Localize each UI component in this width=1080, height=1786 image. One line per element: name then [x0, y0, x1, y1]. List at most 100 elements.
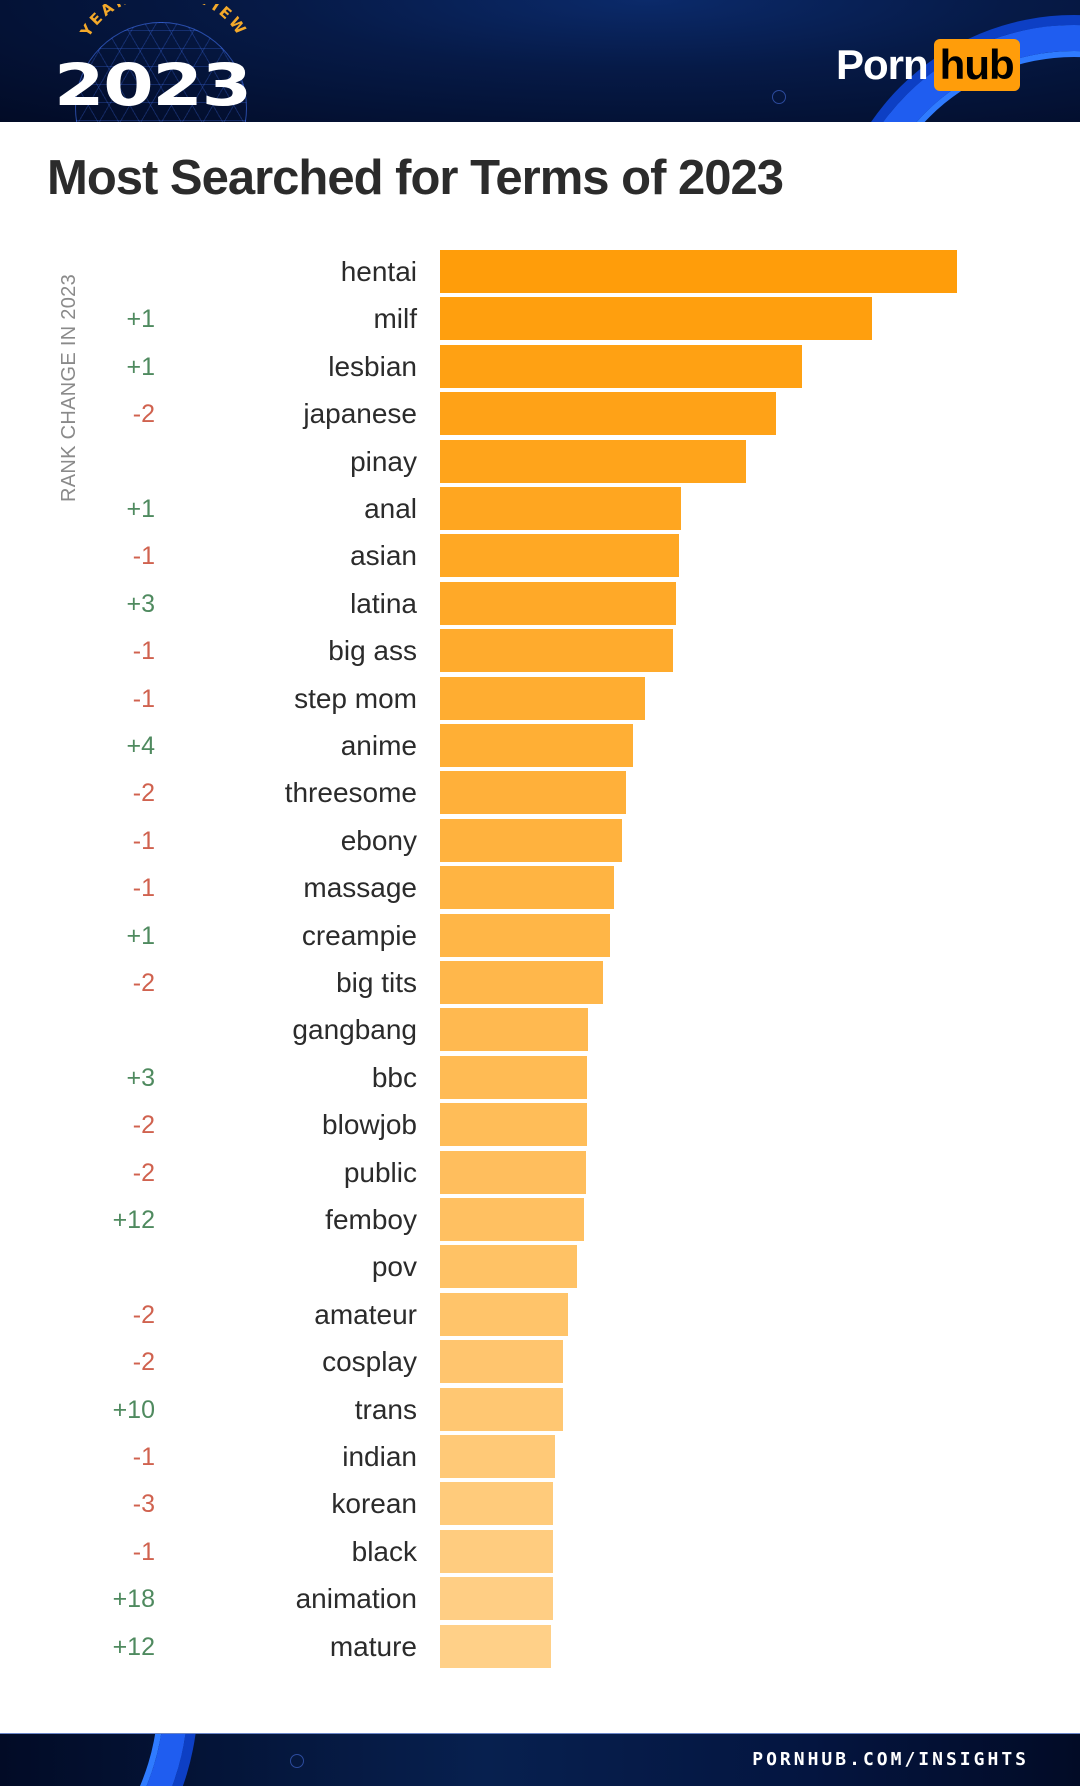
bar	[440, 1198, 584, 1241]
rank-change-value: -2	[132, 779, 155, 808]
rank-change-value: -2	[132, 400, 155, 429]
bar	[440, 1103, 587, 1147]
badge-top-text: YEAR IN REVIEW	[76, 4, 248, 41]
chart-row: -1 indian	[0, 1435, 1080, 1479]
search-term-label: mature	[329, 1630, 417, 1662]
rank-change-value: -1	[132, 684, 155, 713]
rank-change-value: +1	[126, 921, 155, 950]
chart-row: +3 latina	[0, 581, 1080, 626]
rank-change-value: -2	[132, 1111, 155, 1140]
chart-row: -1 big ass	[0, 629, 1080, 673]
brand-logo: Porn hub	[836, 39, 1020, 91]
search-term-label: cosplay	[322, 1346, 417, 1378]
search-term-label: creampie	[301, 919, 417, 951]
search-term-label: threesome	[284, 777, 417, 809]
rank-change-value: +1	[126, 352, 155, 381]
rank-change-value: -2	[132, 1158, 155, 1187]
bar	[440, 1482, 553, 1526]
logo-text-right: hub	[933, 39, 1020, 91]
chart-row: -1 black	[0, 1529, 1080, 1574]
search-term-label: femboy	[325, 1204, 417, 1235]
search-term-label: public	[343, 1156, 417, 1188]
bar	[440, 297, 872, 341]
rank-change-value: -2	[132, 1348, 155, 1377]
search-term-label: black	[351, 1535, 417, 1567]
rank-change-value: +12	[112, 1632, 155, 1661]
rank-change-value: -1	[132, 637, 155, 666]
bar	[440, 250, 957, 293]
rank-change-value: +10	[112, 1395, 155, 1424]
footer-banner: PORNHUB.COM/INSIGHTS	[0, 1733, 1080, 1786]
rank-change-value: -2	[132, 969, 155, 997]
search-term-label: bbc	[371, 1061, 417, 1093]
rank-change-value: +3	[126, 589, 155, 618]
rank-change-value: -1	[132, 542, 155, 571]
bar	[440, 1435, 555, 1478]
chart-row: +4 anime	[0, 724, 1080, 768]
bar	[440, 487, 681, 530]
chart-row: pov	[0, 1245, 1080, 1289]
bar	[440, 629, 673, 673]
rank-change-value: -3	[132, 1490, 155, 1519]
bar	[440, 1055, 587, 1099]
bar	[440, 913, 610, 957]
search-term-label: trans	[354, 1393, 417, 1425]
bar	[440, 1387, 563, 1431]
header-banner: YEAR IN REVIEW 2023 Porn hub	[0, 0, 1080, 122]
bar	[440, 1150, 586, 1194]
chart-row: pinay	[0, 439, 1080, 484]
chart-row: hentai	[0, 250, 1080, 294]
search-term-label: asian	[350, 540, 417, 572]
bar	[440, 1292, 568, 1336]
search-term-label: latina	[350, 587, 417, 619]
bar	[440, 771, 626, 815]
chart-row: -2 cosplay	[0, 1340, 1080, 1384]
search-term-label: step mom	[294, 682, 417, 714]
decor-circle	[772, 90, 786, 104]
chart-row: +10 trans	[0, 1387, 1080, 1432]
search-term-label: amateur	[314, 1298, 417, 1330]
bar	[440, 392, 776, 436]
rank-change-value: +1	[126, 495, 155, 523]
chart-row: +1 milf	[0, 297, 1080, 341]
bar	[440, 1624, 551, 1668]
bar	[440, 818, 622, 862]
rank-change-value: +4	[126, 732, 155, 760]
rank-change-value: +3	[126, 1063, 155, 1092]
bar	[440, 344, 802, 388]
search-term-label: massage	[303, 872, 417, 904]
chart-row: +18 animation	[0, 1577, 1080, 1621]
chart-row: -2 public	[0, 1150, 1080, 1195]
bar	[440, 1529, 553, 1573]
search-term-label: big tits	[336, 967, 417, 998]
search-term-label: pinay	[350, 445, 417, 477]
search-term-label: pov	[371, 1251, 417, 1283]
search-term-label: korean	[331, 1488, 417, 1520]
chart-row: -1 step mom	[0, 676, 1080, 721]
search-term-label: indian	[342, 1441, 417, 1472]
bar	[440, 1577, 553, 1621]
chart-row: +3 bbc	[0, 1055, 1080, 1100]
bar	[440, 961, 603, 1004]
chart-row: -2 threesome	[0, 771, 1080, 815]
search-term-label: anime	[340, 730, 417, 761]
rank-change-value: -1	[132, 1537, 155, 1566]
rank-change-value: -2	[132, 1300, 155, 1329]
chart-row: -1 ebony	[0, 818, 1080, 863]
search-term-label: lesbian	[328, 350, 417, 382]
rank-change-value: -1	[132, 826, 155, 855]
chart-row: +1 anal	[0, 487, 1080, 531]
chart-row: +12 femboy	[0, 1198, 1080, 1242]
rank-change-value: +12	[112, 1206, 155, 1234]
search-term-label: japanese	[303, 398, 417, 430]
chart-row: -2 amateur	[0, 1292, 1080, 1337]
search-term-label: big ass	[328, 635, 417, 667]
search-term-label: anal	[364, 493, 417, 524]
bar	[440, 1245, 577, 1289]
footer-url: PORNHUB.COM/INSIGHTS	[752, 1749, 1029, 1770]
chart-row: -1 massage	[0, 866, 1080, 910]
logo-text-left: Porn	[836, 41, 929, 88]
chart-row: -2 big tits	[0, 961, 1080, 1005]
chart-row: -3 korean	[0, 1482, 1080, 1526]
chart-row: +1 lesbian	[0, 344, 1080, 389]
